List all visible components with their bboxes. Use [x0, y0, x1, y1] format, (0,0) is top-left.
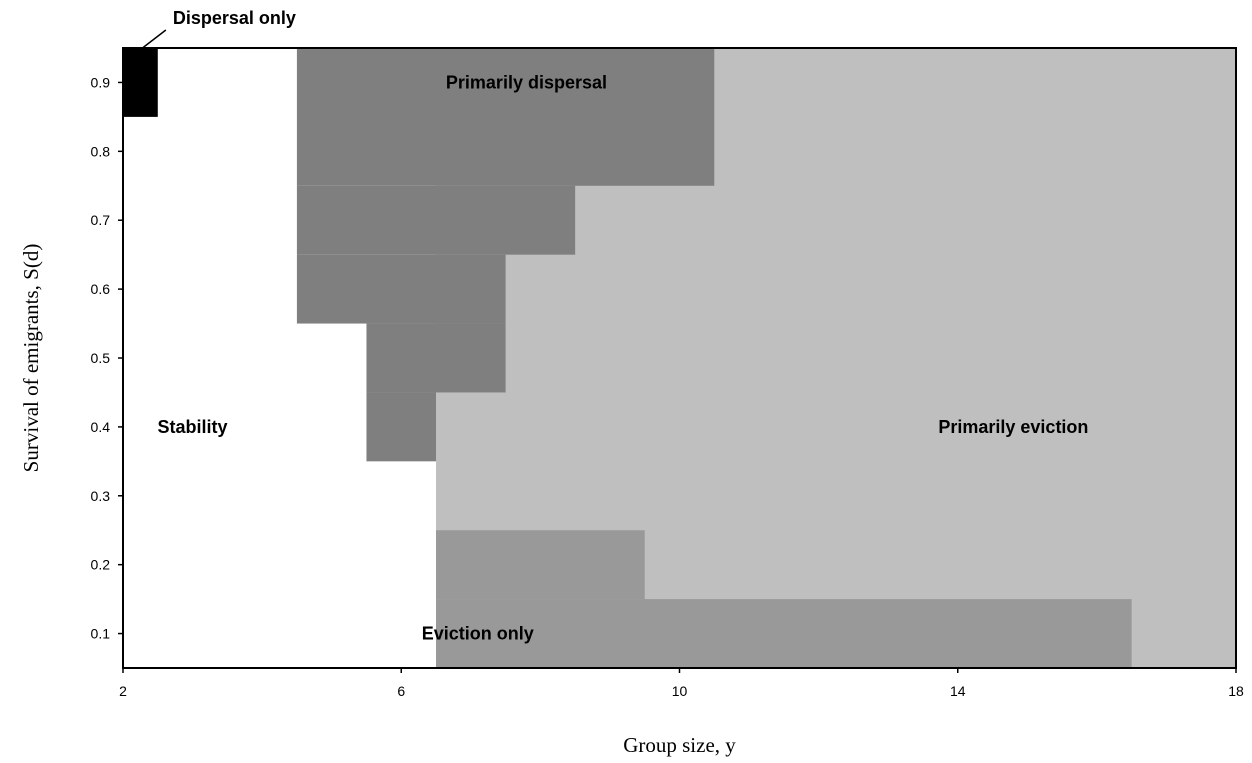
y-tick-label: 0.1: [91, 626, 111, 642]
x-axis-title: Group size, y: [623, 733, 736, 757]
region-layer: [123, 48, 1236, 668]
annotation-layer: Dispersal only Primarily dispersal Stabili…: [139, 8, 1088, 644]
region-eviction-only: [436, 599, 1132, 668]
y-tick-label: 0.6: [91, 281, 111, 297]
region-primarily-dispersal: [366, 392, 437, 462]
region-eviction-only: [436, 530, 645, 600]
region-primarily-dispersal: [296, 254, 506, 324]
y-tick-label: 0.9: [91, 74, 111, 90]
y-axis-title: Survival of emigrants, S(d): [19, 244, 43, 473]
y-tick-label: 0.5: [91, 350, 111, 366]
region-primarily-dispersal: [296, 48, 715, 186]
x-tick-label: 18: [1228, 683, 1244, 699]
annotation-eviction-only: Eviction only: [422, 624, 534, 644]
region-primarily-dispersal: [296, 185, 576, 255]
y-tick-label: 0.4: [91, 419, 111, 435]
annotation-leader-line: [139, 29, 167, 51]
annotation-stability: Stability: [158, 417, 228, 437]
x-tick-label: 14: [950, 683, 966, 699]
region-primarily-dispersal: [366, 323, 506, 393]
y-tick-label: 0.2: [91, 557, 111, 573]
y-axis: 0.1 0.2 0.3 0.4 0.5 0.6 0.7 0.8 0.9: [91, 74, 123, 642]
region-dispersal-only: [123, 48, 158, 117]
x-tick-label: 2: [119, 683, 127, 699]
annotation-dispersal-only: Dispersal only: [173, 8, 296, 28]
x-tick-label: 10: [672, 683, 688, 699]
x-axis: 2 6 10 14 18: [119, 668, 1244, 699]
y-tick-label: 0.3: [91, 488, 111, 504]
annotation-primarily-dispersal: Primarily dispersal: [446, 72, 607, 92]
y-tick-label: 0.8: [91, 143, 111, 159]
annotation-primarily-eviction: Primarily eviction: [938, 417, 1088, 437]
y-tick-label: 0.7: [91, 212, 111, 228]
x-tick-label: 6: [397, 683, 405, 699]
